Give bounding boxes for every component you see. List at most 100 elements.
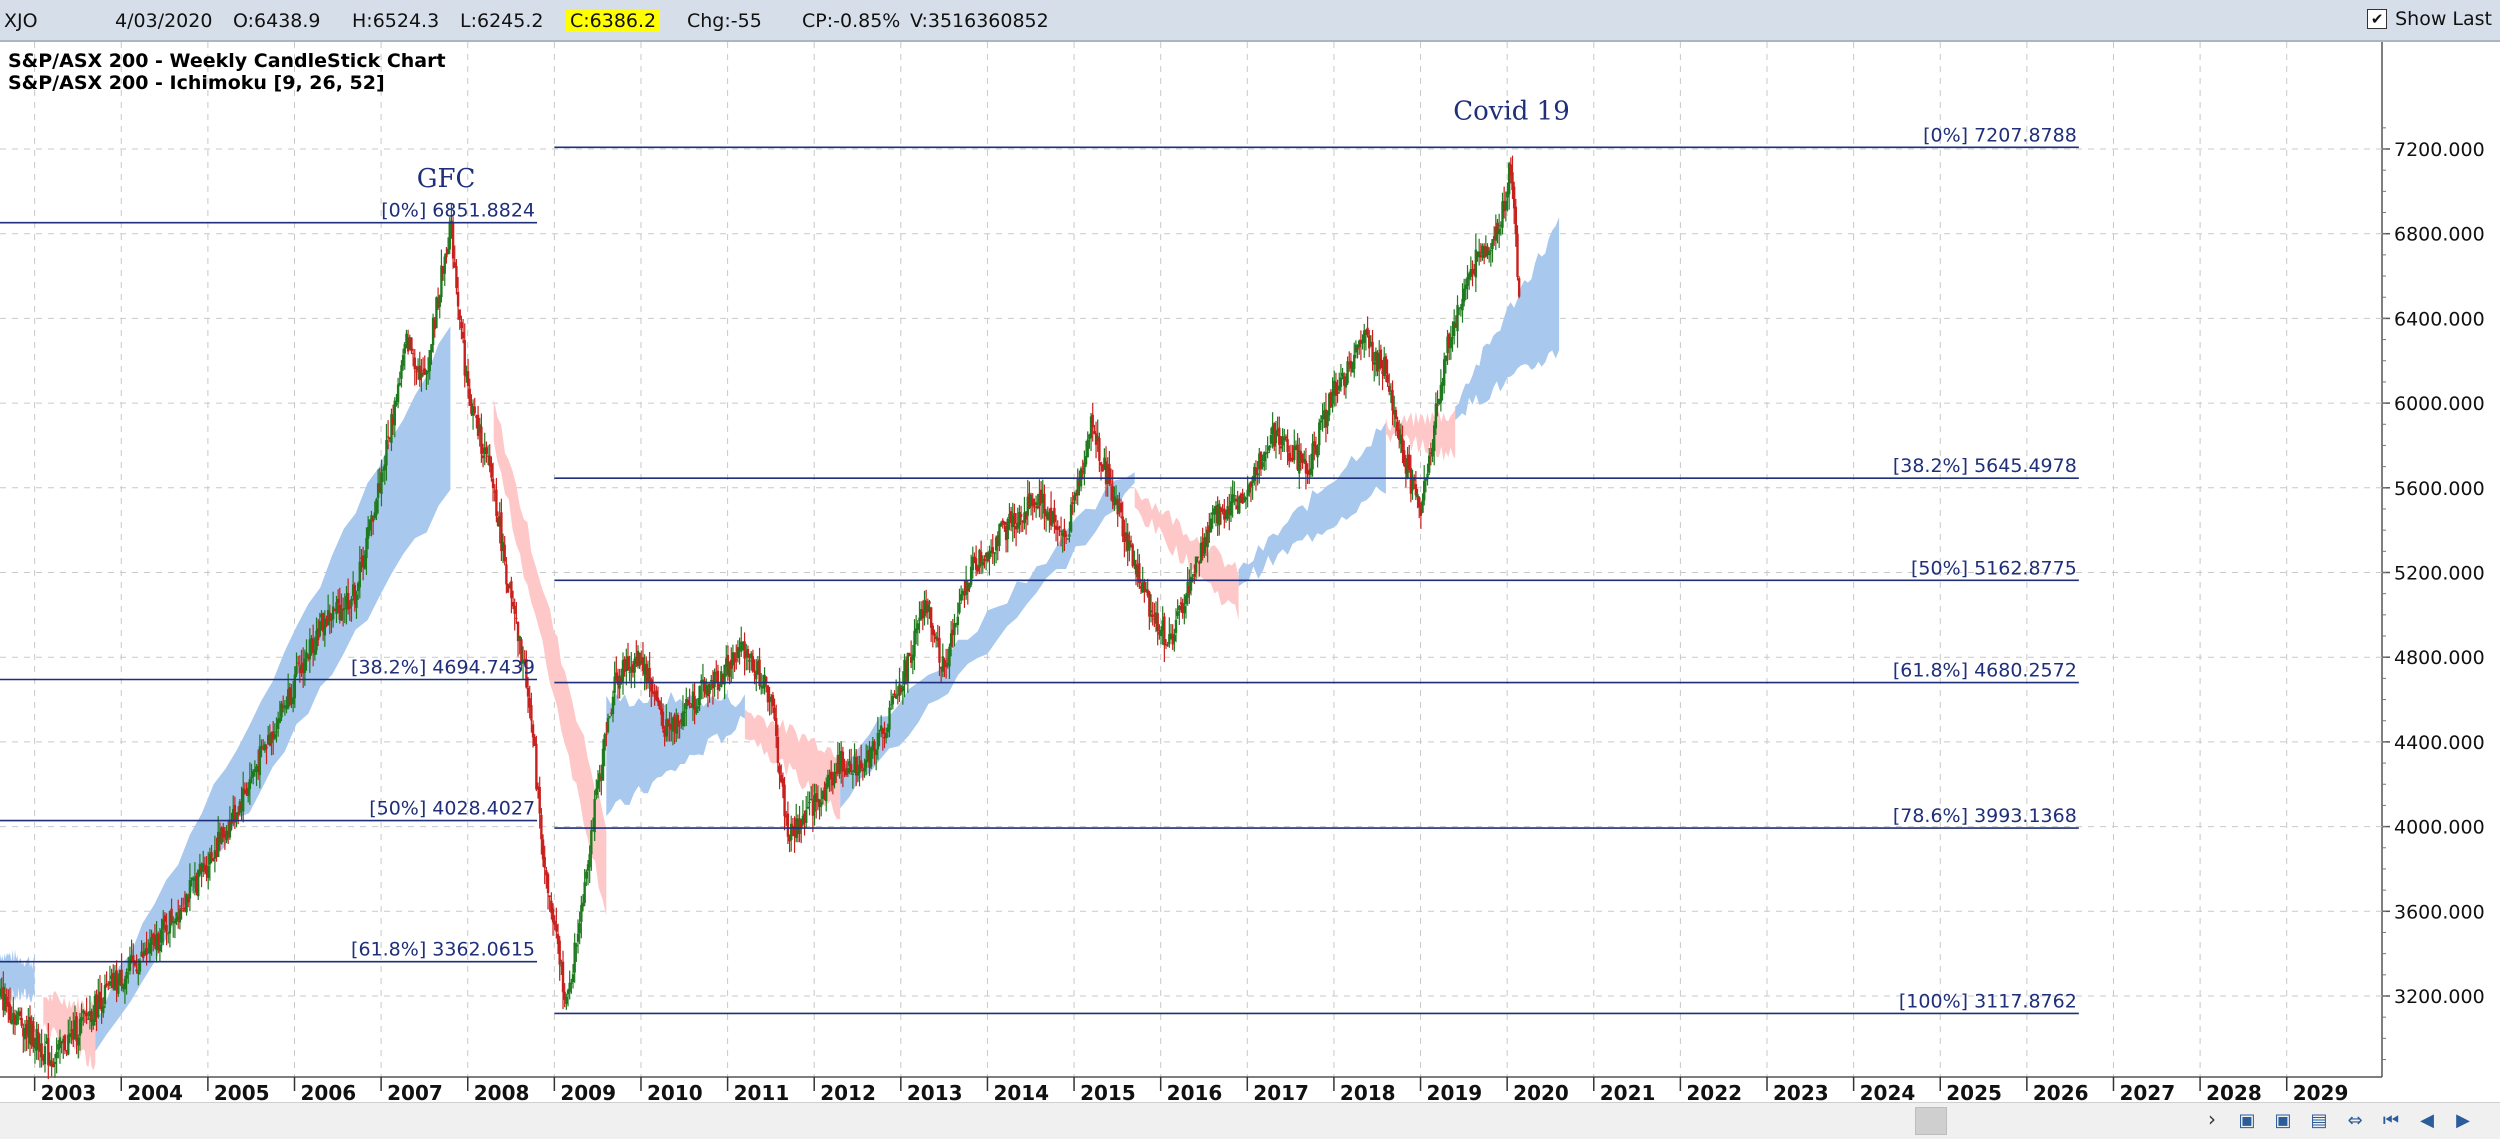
candle-body (859, 760, 863, 769)
candle-body (750, 653, 753, 659)
candlesticks (0, 155, 1521, 1080)
candle-body (571, 974, 575, 982)
candle-body (1123, 533, 1126, 542)
candle-body (1174, 619, 1178, 633)
candle-body (1246, 489, 1249, 496)
candle-body (901, 686, 905, 692)
go-first-icon[interactable]: ⏮ (2382, 1109, 2400, 1131)
candle-body (525, 658, 528, 688)
candle-body (285, 707, 288, 710)
fib-label: [0%] 6851.8824 (381, 200, 535, 222)
candle-body (301, 662, 305, 674)
candle-body (1041, 494, 1044, 504)
show-last-checkbox[interactable]: ✔ (2367, 9, 2388, 29)
zoom-in-icon[interactable]: ▣ (2238, 1109, 2256, 1131)
candle-body (145, 948, 148, 956)
fib-label: [0%] 7207.8788 (1923, 124, 2077, 146)
candle-body (233, 804, 237, 823)
candle-body (381, 469, 385, 471)
zoom-fit-icon[interactable]: ▤ (2310, 1109, 2328, 1131)
candle-body (1119, 502, 1123, 513)
candle-body (93, 995, 97, 1023)
show-last-toggle[interactable]: ✔ Show Last (2367, 8, 2492, 30)
scroll-thumb[interactable] (1915, 1107, 1947, 1135)
candle-body (695, 707, 698, 714)
candle-body (869, 747, 873, 767)
candle-body (316, 628, 320, 641)
candle-body (290, 700, 293, 703)
candle-body (1286, 439, 1289, 453)
candle-body (993, 552, 996, 554)
candle-body (638, 652, 641, 667)
candle-body (511, 601, 515, 607)
candle-body (356, 583, 360, 592)
candle-body (340, 608, 343, 621)
candle-body (849, 763, 853, 773)
candle-body (1036, 506, 1039, 509)
candle-body (192, 877, 195, 881)
scroll-right-arrow-icon[interactable]: › (2208, 1107, 2216, 1131)
candle-body (466, 371, 470, 387)
candle-body (939, 666, 943, 669)
candle-body (137, 971, 140, 974)
candle-body (1384, 356, 1388, 374)
x-tick-label: 2008 (474, 1081, 530, 1102)
candle-body (853, 756, 856, 773)
price-chart[interactable]: 3200.000 3600.000 4000.000 4400.000 4800.000… (0, 42, 2500, 1102)
candle-body (1451, 337, 1454, 339)
candle-body (1074, 492, 1078, 496)
candle-body (413, 357, 416, 370)
candle-body (1368, 335, 1371, 349)
candle-body (958, 603, 961, 613)
candle-body (167, 932, 170, 934)
candle-body (771, 694, 775, 707)
candle-body (80, 1017, 83, 1021)
candle-body (1308, 469, 1311, 475)
candle-body (505, 564, 508, 585)
candle-body (1101, 464, 1104, 472)
candle-body (861, 770, 865, 772)
candle-body (1043, 493, 1046, 514)
candle-body (1506, 191, 1509, 198)
go-next-icon[interactable]: ▶ (2456, 1109, 2470, 1131)
candle-body (152, 933, 155, 938)
candle-body (278, 717, 282, 723)
candle-body (170, 908, 173, 923)
horizontal-scrollbar[interactable]: › ▣ ▣ ▤ ⇔ ⏮ ◀ ▶ (0, 1102, 2500, 1139)
candle-body (1509, 164, 1513, 175)
chart-title: S&P/ASX 200 - Weekly CandleStick Chart (8, 50, 446, 72)
y-tick-label: 4800.000 (2394, 647, 2485, 669)
candle-body (476, 414, 480, 436)
candle-body (172, 921, 175, 923)
fib-label: [38.2%] 5645.4978 (1893, 455, 2077, 477)
candle-body (1418, 497, 1421, 508)
candle-body (693, 695, 696, 710)
candle-body (1351, 367, 1354, 373)
candle-body (1103, 457, 1106, 468)
candle-body (1006, 518, 1009, 540)
candle-body (790, 823, 793, 841)
go-prev-icon[interactable]: ◀ (2420, 1109, 2434, 1131)
candle-body (343, 608, 347, 610)
chart-annotation: GFC (417, 164, 476, 194)
candle-body (238, 801, 242, 813)
candle-body (1254, 467, 1258, 475)
pan-both-icon[interactable]: ⇔ (2347, 1109, 2363, 1131)
candle-body (70, 1029, 73, 1031)
candle-body (946, 662, 950, 665)
candle-body (1024, 511, 1028, 520)
candle-body (595, 788, 598, 796)
candle-body (1159, 629, 1163, 637)
zoom-out-icon[interactable]: ▣ (2274, 1109, 2292, 1131)
candle-body (1404, 465, 1408, 474)
cloud-bullish (840, 472, 1135, 809)
candle-body (938, 638, 941, 663)
candle-body (108, 981, 112, 986)
candle-body (1164, 644, 1168, 646)
candle-body (148, 942, 152, 954)
candle-body (293, 674, 297, 699)
candle-body (325, 619, 328, 627)
candle-body (781, 778, 785, 787)
candle-body (455, 265, 458, 288)
candle-body (1423, 481, 1426, 501)
